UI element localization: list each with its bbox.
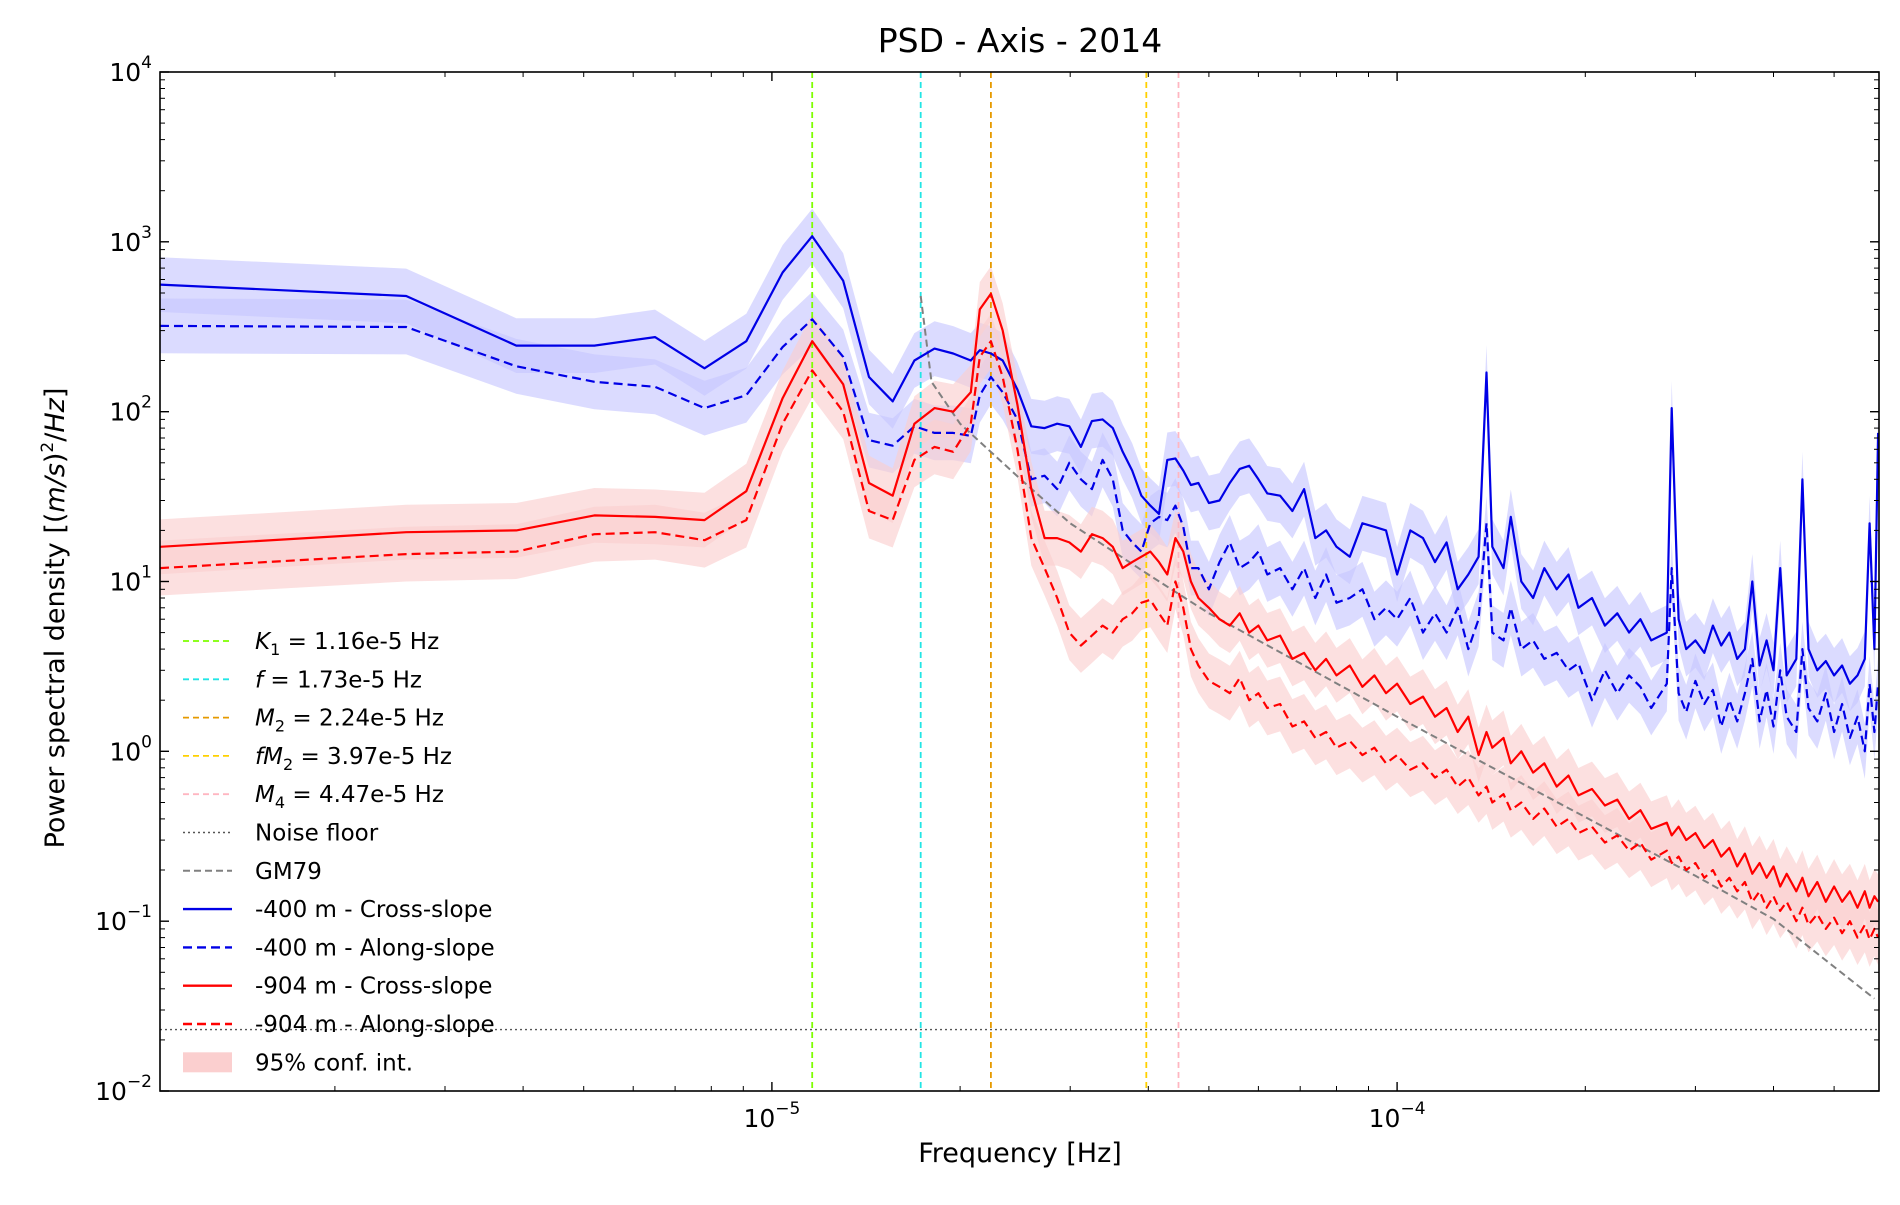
legend-label: f = 1.73e-5 Hz: [255, 667, 422, 693]
confidence-band: [160, 208, 1879, 712]
chart-title: PSD - Axis - 2014: [878, 21, 1162, 60]
x-axis-label: Frequency [Hz]: [918, 1138, 1122, 1169]
series-line: [160, 318, 1879, 753]
legend-label: GM79: [255, 859, 322, 885]
y-axis-label-unit: Hz: [40, 397, 71, 432]
series-line: [160, 235, 1879, 685]
gm79-line: [919, 295, 1876, 1000]
y-tick-label: 104: [109, 53, 152, 87]
legend-label: K1 = 1.16e-5 Hz: [255, 629, 439, 659]
y-axis-label: Power spectral density [(m/s)2/Hz]: [38, 388, 71, 849]
legend-label: 95% conf. int.: [255, 1050, 413, 1076]
y-axis-label-part: ]: [40, 388, 71, 399]
y-tick-label: 10−1: [95, 902, 152, 936]
legend-label: M2 = 2.24e-5 Hz: [255, 706, 444, 736]
confidence-band: [160, 291, 1879, 779]
y-axis-label-part: ): [40, 453, 71, 464]
y-tick-label: 101: [109, 563, 152, 597]
legend-swatch-conf: [183, 1052, 232, 1073]
y-tick-label: 100: [109, 732, 152, 766]
x-tick-label: 10−4: [1369, 1099, 1426, 1133]
legend-label: -400 m - Along-slope: [255, 935, 495, 961]
y-tick-label: 103: [109, 223, 152, 257]
legend-label: M4 = 4.47e-5 Hz: [255, 782, 444, 812]
legend-label: -904 m - Cross-slope: [255, 974, 492, 1000]
legend-label: fM2 = 3.97e-5 Hz: [255, 744, 452, 774]
legend-label: -400 m - Cross-slope: [255, 897, 492, 923]
legend-label: Noise floor: [255, 821, 379, 847]
y-axis-label-part: /: [40, 432, 71, 442]
x-tick-label: 10−5: [743, 1099, 800, 1133]
legend-label: -904 m - Along-slope: [255, 1012, 495, 1038]
y-tick-label: 10−2: [95, 1072, 152, 1106]
y-axis-label-unit: m/s: [40, 463, 71, 512]
confidence-band: [160, 313, 1879, 967]
y-axis-label-exponent: 2: [38, 442, 58, 453]
y-axis-label-part: Power spectral density [(: [40, 513, 71, 849]
y-tick-label: 102: [109, 393, 152, 427]
series-line: [160, 292, 1879, 909]
